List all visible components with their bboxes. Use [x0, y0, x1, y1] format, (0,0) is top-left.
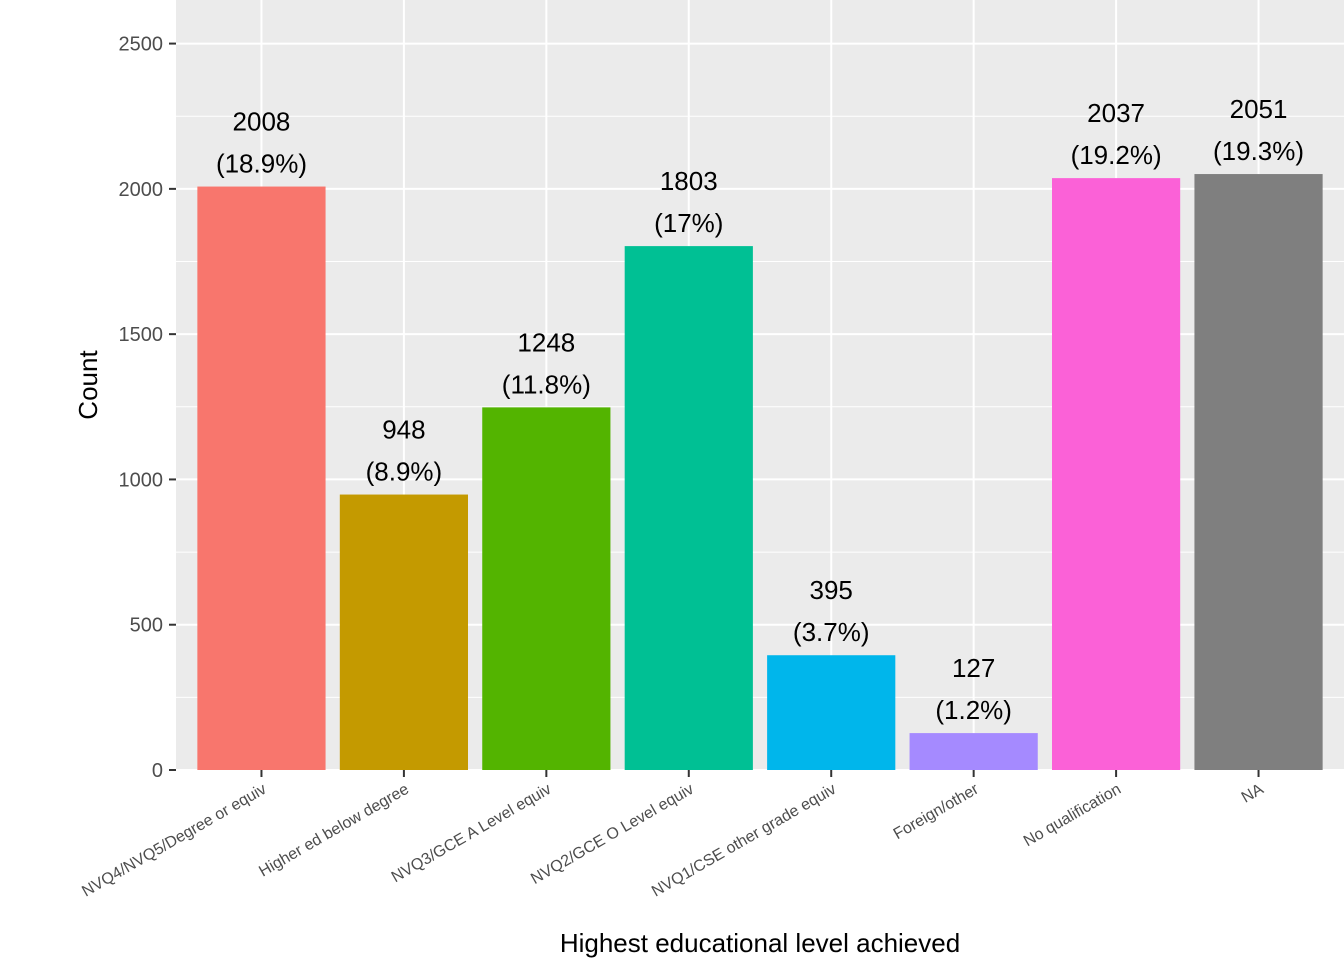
- bar: [482, 407, 611, 770]
- bar: [767, 655, 896, 770]
- data-label-percent: (1.2%): [935, 695, 1012, 725]
- data-label-count: 1248: [517, 327, 575, 357]
- data-label-percent: (8.9%): [366, 457, 443, 487]
- data-label-count: 2051: [1230, 94, 1288, 124]
- data-label-count: 127: [952, 653, 995, 683]
- x-axis-title: Highest educational level achieved: [560, 928, 960, 958]
- bar: [1052, 178, 1181, 771]
- bar: [339, 494, 468, 770]
- data-label-count: 2037: [1087, 98, 1145, 128]
- bar: [909, 733, 1038, 770]
- y-tick-label: 500: [130, 615, 163, 637]
- y-tick-label: 1500: [119, 324, 164, 346]
- y-axis: 0 500 1000 1500 2000 2500: [119, 34, 176, 782]
- data-label-percent: (19.3%): [1213, 136, 1304, 166]
- data-label-percent: (18.9%): [216, 149, 307, 179]
- y-axis-title: Count: [73, 350, 103, 420]
- y-tick-label: 2000: [119, 179, 164, 201]
- data-label-count: 2008: [233, 107, 291, 137]
- y-tick-label: 2500: [119, 34, 164, 56]
- data-label-percent: (19.2%): [1071, 140, 1162, 170]
- y-tick-label: 1000: [119, 469, 164, 491]
- data-label-count: 1803: [660, 166, 718, 196]
- bar: [624, 246, 753, 770]
- bar: [197, 186, 326, 770]
- data-label-percent: (3.7%): [793, 617, 870, 647]
- y-tick-label: 0: [152, 760, 163, 782]
- data-labels: 2008 (18.9%) 948 (8.9%) 1248 (11.8%) 1803 (17%)…: [216, 94, 1304, 725]
- data-label-percent: (11.8%): [502, 369, 591, 399]
- bar: [1194, 174, 1323, 770]
- bars: [197, 174, 1323, 771]
- data-label-count: 948: [382, 415, 425, 445]
- data-label-count: 395: [810, 575, 853, 605]
- data-label-percent: (17%): [654, 208, 723, 238]
